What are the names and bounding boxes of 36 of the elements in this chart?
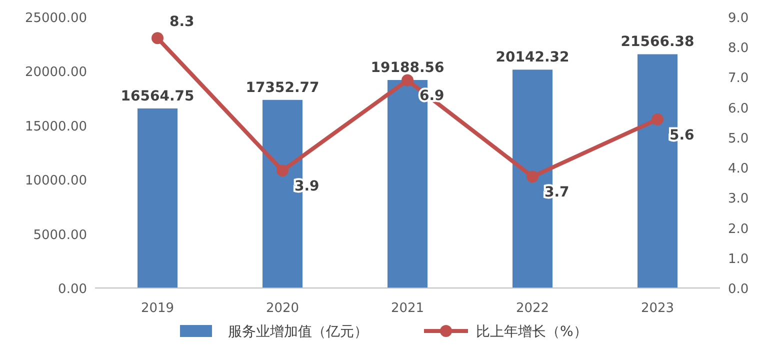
y-tick-label: 0.00: [58, 282, 87, 297]
point: [526, 170, 538, 183]
y2-tick-label: 1.0: [728, 252, 749, 267]
data-label: 17352.77: [246, 80, 320, 96]
y-tick-label: 10000.00: [24, 174, 87, 189]
legend-label: 比上年增长（%）: [476, 324, 588, 340]
y-tick-label: 15000.00: [24, 119, 87, 134]
y2-tick-label: 6.0: [728, 101, 749, 116]
x-tick-label: 2022: [516, 301, 550, 316]
y2-tick-label: 3.0: [728, 192, 749, 207]
x-tick-label: 2023: [640, 301, 674, 316]
y2-tick-label: 7.0: [728, 71, 749, 86]
y-tick-label: 5000.00: [33, 228, 87, 243]
point: [152, 32, 164, 44]
y-tick-label: 20000.00: [24, 65, 87, 80]
data-label: 6.9: [420, 88, 444, 104]
data-label: 21566.38: [620, 34, 694, 50]
y2-tick-label: 4.0: [728, 162, 749, 177]
x-tick-label: 2021: [390, 301, 424, 316]
y2-tick-label: 2.0: [728, 222, 749, 237]
y2-tick-label: 8.0: [728, 41, 749, 56]
y-tick-label: 25000.00: [24, 11, 87, 26]
point: [402, 74, 414, 86]
y2-tick-label: 0.0: [728, 282, 749, 297]
y2-tick-label: 5.0: [728, 131, 749, 146]
data-label: 16564.75: [120, 88, 194, 104]
data-label: 20142.32: [496, 50, 570, 66]
x-tick-label: 2019: [140, 301, 174, 316]
y2-tick-label: 9.0: [728, 11, 749, 26]
point: [276, 164, 288, 177]
legend-label: 服务业增加值（亿元）: [228, 324, 368, 340]
point: [652, 113, 664, 126]
x-tick-label: 2020: [266, 301, 300, 316]
data-label: 19188.56: [370, 60, 444, 76]
bar: [138, 108, 178, 288]
data-label: 8.3: [170, 14, 194, 30]
